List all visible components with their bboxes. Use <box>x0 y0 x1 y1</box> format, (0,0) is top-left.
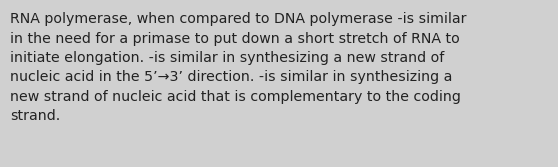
Text: RNA polymerase, when compared to DNA polymerase -is similar
in the need for a pr: RNA polymerase, when compared to DNA pol… <box>10 12 466 124</box>
